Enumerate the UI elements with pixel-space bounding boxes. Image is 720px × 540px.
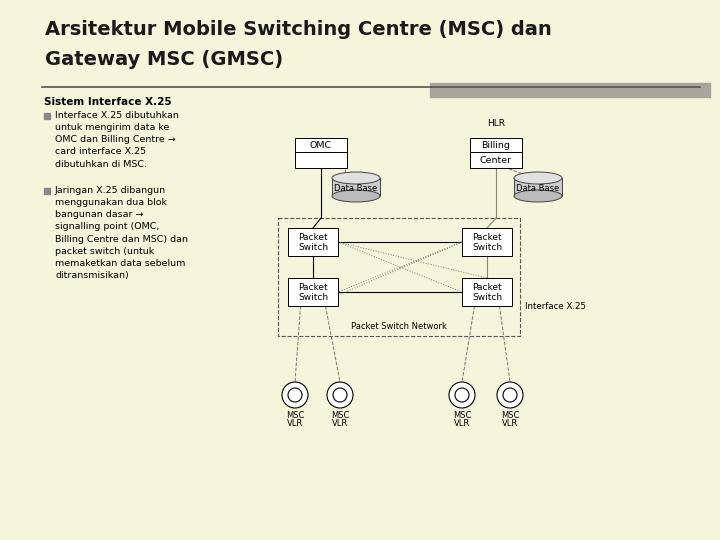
Bar [462, 228, 512, 256]
Bar [278, 218, 520, 336]
Circle shape [497, 382, 523, 408]
Bar [288, 278, 338, 306]
Ellipse shape [332, 190, 380, 202]
Circle shape [288, 388, 302, 402]
Text: VLR: VLR [332, 419, 348, 428]
Bar [288, 228, 338, 256]
Text: Switch: Switch [298, 242, 328, 252]
Text: Packet: Packet [298, 233, 328, 241]
Text: Billing: Billing [482, 141, 510, 150]
Text: Packet: Packet [472, 282, 502, 292]
Text: Packet: Packet [298, 282, 328, 292]
Bar [44, 188, 50, 194]
Text: MSC: MSC [453, 411, 471, 420]
Text: OMC: OMC [310, 141, 332, 150]
Text: MSC: MSC [286, 411, 304, 420]
Circle shape [333, 388, 347, 402]
Circle shape [503, 388, 517, 402]
Text: Packet Switch Network: Packet Switch Network [351, 322, 447, 331]
Text: Interface X.25 dibutuhkan
untuk mengirim data ke
OMC dan Billing Centre →
card i: Interface X.25 dibutuhkan untuk mengirim… [55, 111, 179, 168]
Bar [332, 178, 380, 196]
Circle shape [455, 388, 469, 402]
Text: VLR: VLR [502, 419, 518, 428]
Circle shape [449, 382, 475, 408]
Text: Data Base: Data Base [334, 184, 377, 193]
Text: Gateway MSC (GMSC): Gateway MSC (GMSC) [45, 50, 283, 69]
Ellipse shape [514, 190, 562, 202]
Bar [430, 83, 710, 97]
Text: Switch: Switch [298, 293, 328, 301]
Text: VLR: VLR [287, 419, 303, 428]
Bar [470, 138, 522, 168]
Text: Arsitektur Mobile Switching Centre (MSC) dan: Arsitektur Mobile Switching Centre (MSC)… [45, 20, 552, 39]
Text: Packet: Packet [472, 233, 502, 241]
Circle shape [282, 382, 308, 408]
Text: Interface X.25: Interface X.25 [525, 302, 586, 311]
Circle shape [327, 382, 353, 408]
Bar [462, 278, 512, 306]
Text: VLR: VLR [454, 419, 470, 428]
Text: Jaringan X.25 dibangun
menggunakan dua blok
bangunan dasar →
signalling point (O: Jaringan X.25 dibangun menggunakan dua b… [55, 186, 188, 280]
Text: Switch: Switch [472, 293, 502, 301]
Text: Center: Center [480, 156, 512, 165]
Bar [44, 113, 50, 119]
Ellipse shape [514, 172, 562, 184]
Text: MSC: MSC [330, 411, 349, 420]
Text: Data Base: Data Base [516, 184, 559, 193]
Text: Sistem Interface X.25: Sistem Interface X.25 [44, 97, 171, 107]
Text: HLR: HLR [487, 119, 505, 128]
Text: MSC: MSC [501, 411, 519, 420]
Text: Switch: Switch [472, 242, 502, 252]
Bar [514, 178, 562, 196]
Bar [295, 138, 347, 168]
Ellipse shape [332, 172, 380, 184]
